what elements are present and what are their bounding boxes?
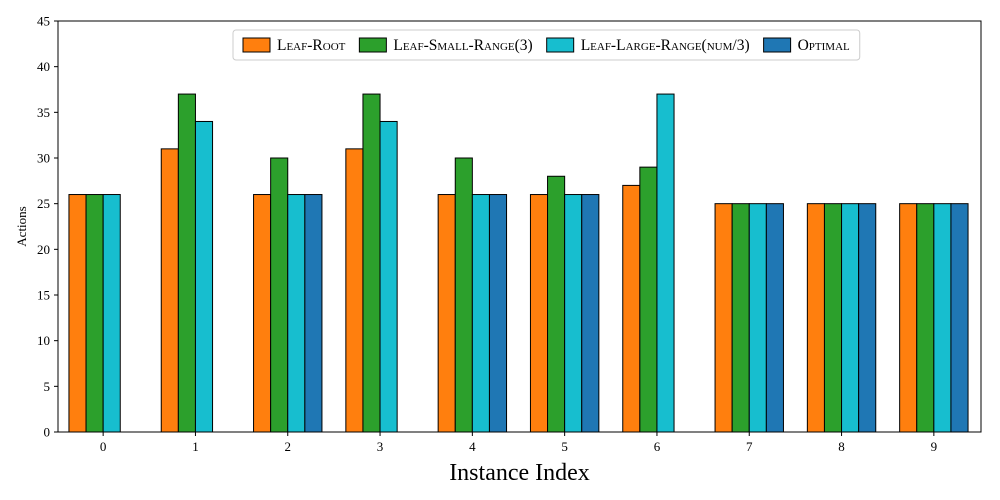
- y-tick-label: 35: [37, 105, 50, 120]
- y-tick-label: 5: [44, 379, 51, 394]
- bar-leaf-large-range-num-3--4: [471, 194, 490, 433]
- bar-leaf-large-range-num-3--0: [102, 194, 121, 433]
- legend-swatch: [242, 37, 271, 53]
- legend-swatch: [358, 37, 387, 53]
- bars: [68, 93, 969, 433]
- x-tick-label: 2: [285, 439, 292, 454]
- bar-leaf-root-9: [899, 203, 918, 433]
- bar-leaf-root-4: [437, 194, 456, 433]
- bar-optimal-2: [304, 194, 323, 433]
- legend-label: Leaf-Root: [277, 37, 346, 54]
- y-tick-label: 30: [37, 151, 50, 166]
- x-tick-label: 8: [838, 439, 845, 454]
- bar-leaf-small-range-3--4: [454, 157, 473, 433]
- x-tick-label: 7: [746, 439, 753, 454]
- legend-swatch: [763, 37, 792, 53]
- bar-leaf-large-range-num-3--5: [564, 194, 583, 433]
- bar-optimal-8: [858, 203, 877, 433]
- x-axis-title: Instance Index: [449, 460, 590, 486]
- bar-leaf-root-0: [68, 194, 87, 433]
- bar-leaf-large-range-num-3--1: [194, 120, 214, 433]
- bar-leaf-small-range-3--1: [177, 93, 196, 433]
- legend-swatch: [546, 37, 575, 53]
- legend: Leaf-Root Leaf-Small-Range(3) Leaf-Large-R…: [232, 29, 861, 61]
- legend-label: Optimal: [798, 37, 850, 54]
- bar-leaf-large-range-num-3--6: [656, 93, 675, 433]
- y-tick-label: 45: [37, 14, 50, 29]
- x-tick-label: 1: [192, 439, 199, 454]
- bar-leaf-root-6: [622, 184, 641, 433]
- x-tick-label: 0: [100, 439, 107, 454]
- x-tick-label: 9: [931, 439, 938, 454]
- bar-optimal-4: [488, 194, 508, 433]
- bar-leaf-large-range-num-3--2: [287, 194, 306, 433]
- y-tick-label: 20: [37, 242, 50, 257]
- x-tick-label: 3: [377, 439, 384, 454]
- bar-leaf-small-range-3--2: [270, 157, 289, 433]
- bar-leaf-root-7: [714, 203, 733, 433]
- bar-leaf-small-range-3--9: [916, 203, 935, 433]
- y-axis: 0 5 10 15 20 25 30 35 40 45: [37, 14, 58, 440]
- bar-leaf-large-range-num-3--7: [748, 203, 767, 433]
- y-tick-label: 40: [37, 59, 50, 74]
- bar-leaf-root-1: [160, 148, 179, 433]
- bar-leaf-root-2: [253, 194, 272, 433]
- x-axis: 0 1 2 3 4 5 6 7 8 9: [100, 432, 937, 454]
- bar-leaf-large-range-num-3--8: [841, 203, 860, 433]
- bar-leaf-small-range-3--8: [823, 203, 843, 433]
- bar-leaf-small-range-3--5: [547, 175, 566, 433]
- y-axis-title: Actions: [14, 206, 29, 246]
- bar-optimal-9: [950, 203, 969, 433]
- x-tick-label: 5: [561, 439, 568, 454]
- legend-label: Leaf-Small-Range(3): [393, 37, 532, 54]
- y-tick-label: 0: [44, 425, 51, 440]
- y-tick-label: 25: [37, 196, 50, 211]
- y-tick-label: 10: [37, 333, 50, 348]
- bar-optimal-7: [765, 203, 784, 433]
- bar-leaf-small-range-3--3: [362, 93, 381, 433]
- x-tick-label: 6: [654, 439, 661, 454]
- plot-frame: [57, 20, 982, 433]
- y-tick-label: 15: [37, 288, 50, 303]
- bar-leaf-large-range-num-3--9: [933, 203, 952, 433]
- bar-leaf-small-range-3--6: [639, 166, 658, 433]
- x-tick-label: 4: [469, 439, 476, 454]
- bar-leaf-root-8: [806, 203, 825, 433]
- bar-leaf-small-range-3--7: [731, 203, 750, 433]
- legend-label: Leaf-Large-Range(num/3): [581, 37, 750, 54]
- bar-leaf-root-5: [529, 194, 549, 433]
- bar-leaf-root-3: [345, 148, 364, 433]
- bar-optimal-5: [581, 194, 600, 433]
- bar-leaf-small-range-3--0: [85, 194, 104, 433]
- bar-leaf-large-range-num-3--3: [379, 120, 398, 433]
